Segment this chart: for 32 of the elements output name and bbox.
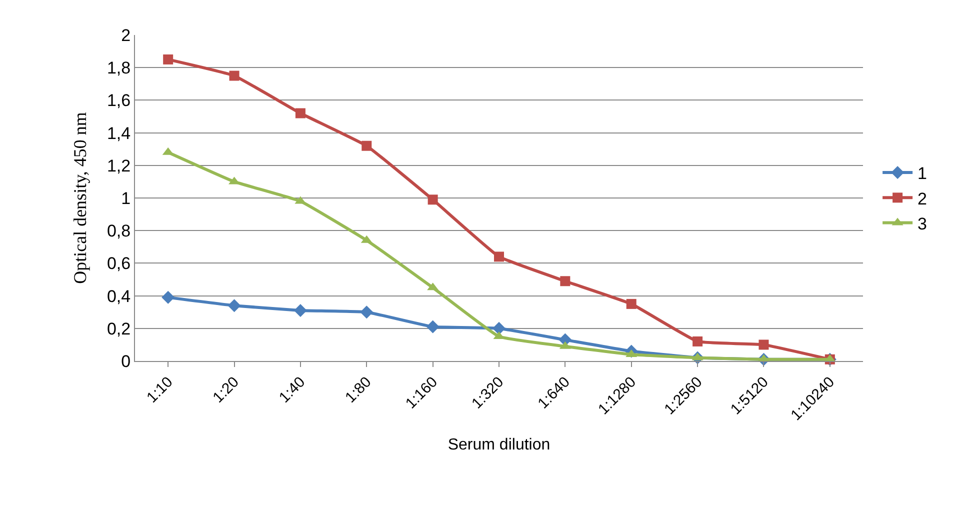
y-tick-label: 1,4	[106, 124, 131, 143]
y-tick-label: 1,2	[106, 156, 131, 176]
point	[295, 108, 306, 118]
point	[626, 298, 636, 309]
y-axis-title: Optical density, 450 nm	[70, 112, 90, 284]
legend-label: 2	[918, 189, 928, 208]
point	[426, 320, 440, 334]
y-tick-label: 1,6	[106, 91, 131, 110]
point	[229, 70, 240, 81]
y-tick-label: 0,6	[106, 254, 131, 274]
point	[692, 336, 703, 346]
point	[492, 322, 506, 335]
point	[494, 252, 504, 262]
legend-label: 1	[918, 164, 928, 184]
y-tick-label: 1,8	[106, 58, 131, 78]
y-tick-label: 0,2	[106, 319, 131, 338]
point	[428, 194, 438, 205]
point	[163, 54, 174, 64]
y-tick-label: 0	[121, 352, 131, 371]
y-tick-label: 0,8	[106, 222, 131, 241]
y-tick-label: 2	[121, 26, 131, 45]
point	[560, 276, 570, 286]
legend-label: 3	[918, 214, 928, 234]
y-tick-label: 1	[121, 188, 131, 208]
y-tick-label: 0,4	[106, 286, 131, 306]
point	[758, 340, 769, 350]
x-axis-title: Serum dilution	[448, 436, 550, 454]
point	[294, 304, 307, 317]
point	[360, 306, 374, 319]
point	[228, 299, 241, 312]
point	[162, 290, 175, 304]
point	[362, 140, 372, 151]
